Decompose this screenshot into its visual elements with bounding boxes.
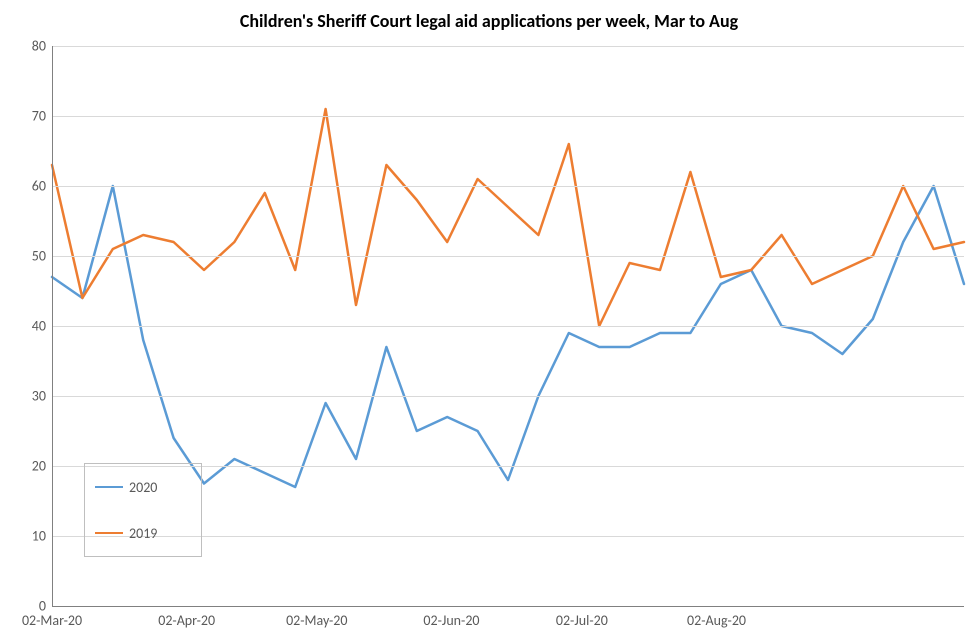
- gridline: [52, 396, 964, 397]
- gridline: [52, 256, 964, 257]
- x-tick-label: 02-Aug-20: [687, 612, 746, 629]
- y-tick-label: 40: [10, 318, 46, 335]
- chart-title: Children's Sheriff Court legal aid appli…: [0, 10, 978, 32]
- y-tick-label: 80: [10, 38, 46, 55]
- series-line-2020: [52, 186, 964, 487]
- chart-container: Children's Sheriff Court legal aid appli…: [0, 0, 978, 638]
- y-tick-label: 50: [10, 248, 46, 265]
- x-tick-label: 02-Jun-20: [423, 612, 479, 629]
- gridline: [52, 326, 964, 327]
- y-tick-label: 20: [10, 458, 46, 475]
- y-tick-label: 60: [10, 178, 46, 195]
- x-tick-label: 02-Mar-20: [22, 612, 82, 629]
- x-axis-line: [52, 606, 964, 607]
- y-axis-line: [52, 46, 53, 606]
- y-tick-label: 70: [10, 108, 46, 125]
- gridline: [52, 116, 964, 117]
- y-tick-label: 30: [10, 388, 46, 405]
- legend-label: 2020: [129, 479, 157, 496]
- legend-item: 2020: [95, 479, 201, 496]
- gridline: [52, 46, 964, 47]
- legend: 2020 2019: [84, 463, 202, 557]
- y-tick-label: 10: [10, 528, 46, 545]
- legend-swatch: [95, 486, 123, 488]
- legend-swatch: [95, 532, 123, 534]
- legend-item: 2019: [95, 525, 201, 542]
- x-tick-label: 02-Apr-20: [158, 612, 215, 629]
- legend-label: 2019: [129, 525, 157, 542]
- gridline: [52, 186, 964, 187]
- series-line-2019: [52, 109, 964, 326]
- x-tick-label: 02-Jul-20: [556, 612, 608, 629]
- x-tick-label: 02-May-20: [286, 612, 347, 629]
